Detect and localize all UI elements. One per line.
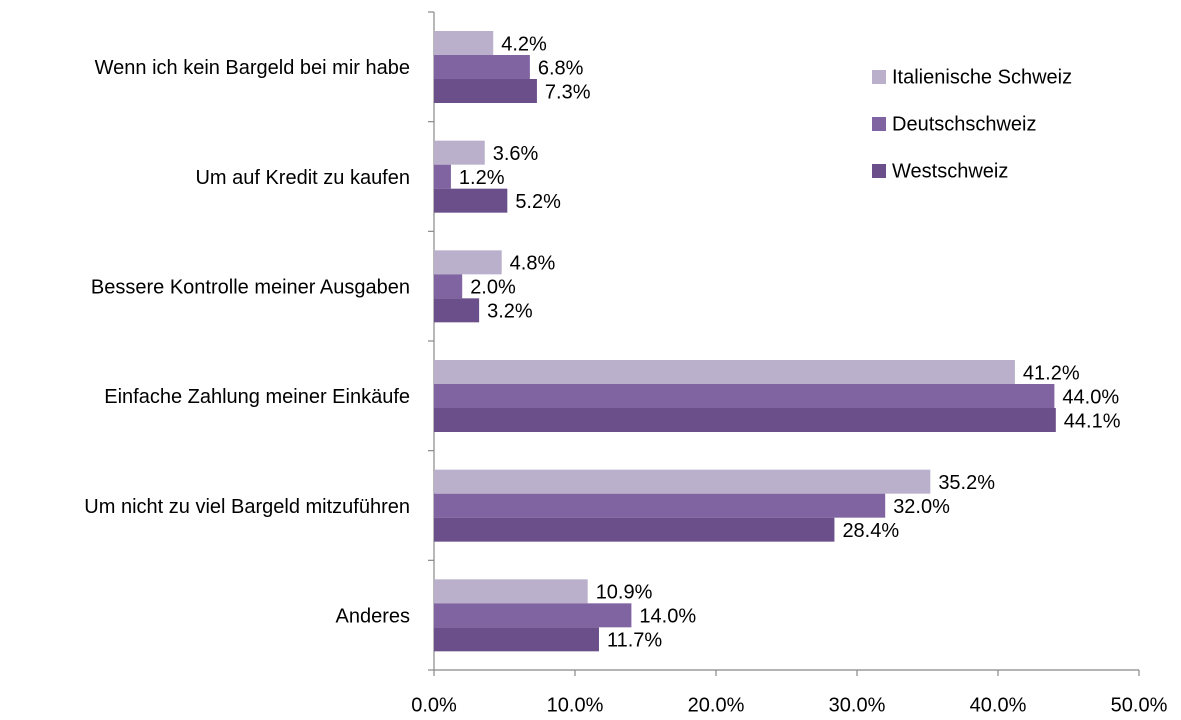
value-label: 11.7%	[607, 630, 662, 652]
value-label: 1.2%	[459, 167, 505, 189]
legend-label: Deutschschweiz	[892, 113, 1037, 135]
bar	[434, 408, 1056, 432]
value-label: 7.3%	[545, 81, 591, 103]
bar	[434, 603, 632, 628]
value-label: 10.9%	[596, 582, 653, 604]
bar	[434, 274, 463, 299]
bar	[434, 31, 494, 55]
x-tick-label: 0.0%	[411, 694, 457, 716]
x-tick-label: 30.0%	[829, 694, 886, 716]
x-tick-label: 40.0%	[970, 694, 1027, 716]
legend-label: Westschweiz	[892, 160, 1008, 182]
bar	[434, 493, 886, 518]
category-label: Bessere Kontrolle meiner Ausgaben	[91, 276, 410, 298]
value-label: 2.0%	[470, 277, 516, 299]
bar	[434, 579, 588, 604]
value-label: 32.0%	[893, 496, 950, 518]
value-label: 28.4%	[842, 520, 899, 542]
value-label: 3.6%	[493, 143, 539, 165]
bar	[434, 627, 599, 652]
bar	[434, 469, 931, 494]
bar	[434, 55, 530, 79]
category-label: Wenn ich kein Bargeld bei mir habe	[95, 57, 410, 79]
x-tick-label: 50.0%	[1111, 694, 1168, 716]
legend-swatch	[872, 70, 886, 84]
value-label: 35.2%	[938, 472, 995, 494]
bar	[434, 164, 451, 189]
value-label: 44.1%	[1064, 410, 1121, 432]
value-label: 41.2%	[1023, 362, 1080, 384]
value-label: 4.2%	[501, 33, 547, 55]
bar	[434, 250, 502, 275]
legend-swatch	[872, 164, 886, 178]
value-label: 14.0%	[639, 606, 696, 628]
x-tick-label: 20.0%	[688, 694, 745, 716]
bar	[434, 188, 508, 213]
legend-label: Italienische Schweiz	[892, 66, 1072, 88]
value-label: 4.8%	[510, 253, 556, 275]
x-tick-label: 10.0%	[547, 694, 604, 716]
bar	[434, 360, 1015, 384]
value-label: 6.8%	[538, 57, 584, 79]
category-label: Einfache Zahlung meiner Einkäufe	[104, 386, 410, 408]
category-label: Anderes	[336, 605, 411, 627]
bar	[434, 140, 485, 165]
bar	[434, 517, 835, 542]
category-label: Um auf Kredit zu kaufen	[195, 167, 410, 189]
value-label: 5.2%	[515, 191, 561, 213]
category-label: Um nicht zu viel Bargeld mitzuführen	[84, 496, 410, 518]
legend-swatch	[872, 117, 886, 131]
bar	[434, 384, 1055, 408]
bar	[434, 298, 480, 323]
bar	[434, 79, 537, 103]
value-label: 44.0%	[1062, 386, 1119, 408]
value-label: 3.2%	[487, 301, 533, 323]
